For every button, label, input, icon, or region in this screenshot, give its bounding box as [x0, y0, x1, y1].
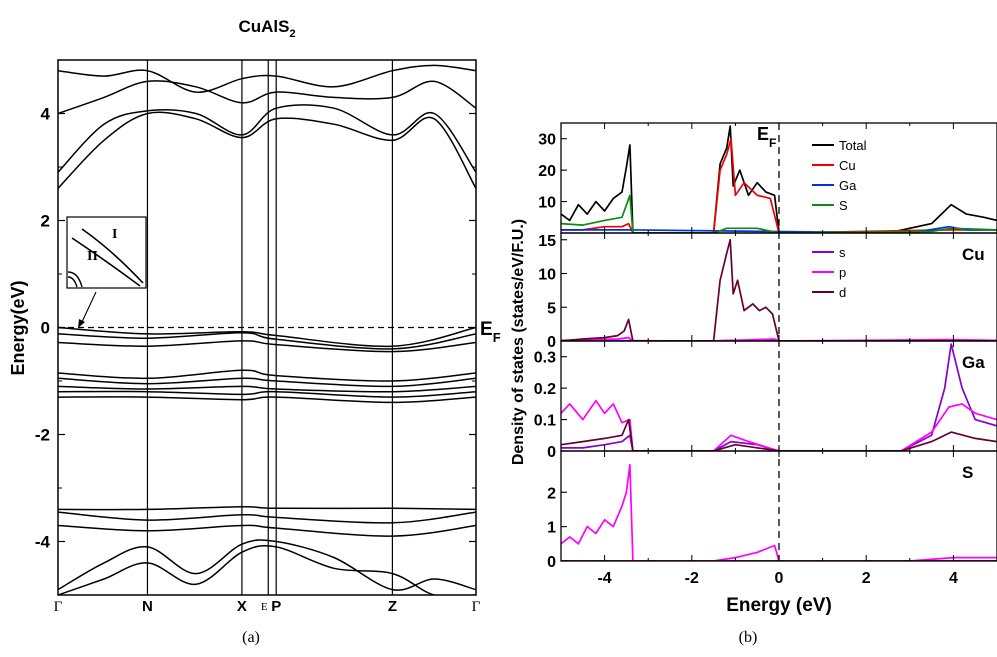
y-tick-label: 15 [538, 233, 556, 250]
y-tick-label: 10 [538, 267, 556, 284]
band-line [58, 539, 476, 591]
y-tick-label: 4 [41, 105, 51, 124]
dos-curve-cu [561, 137, 997, 233]
inset-frame [66, 216, 147, 289]
panel-label: (b) [739, 629, 758, 646]
kpoint-label: N [142, 598, 153, 615]
fermi-label: EF [480, 319, 501, 345]
band-line [58, 369, 476, 382]
x-tick-label: 2 [862, 570, 871, 587]
band-line [58, 111, 476, 189]
series-group [561, 463, 997, 561]
legend-label: d [839, 285, 846, 300]
series-group [561, 238, 997, 341]
subplot-tag: Cu [962, 245, 985, 264]
chart-title: CuAlS2 [238, 17, 295, 40]
legend-label: Total [839, 138, 867, 153]
band-line [58, 511, 476, 524]
y-tick-label: 0 [41, 319, 50, 338]
dos-subplot: 0 5 10 15 Cu spd [538, 232, 997, 351]
band-line [58, 332, 476, 350]
dos-curve-total [561, 125, 997, 233]
legend-label: s [839, 245, 846, 260]
y-tick-label: 0 [547, 554, 556, 571]
band-line [58, 544, 476, 595]
y-tick-label: 20 [538, 163, 556, 180]
dos-curve-d [561, 238, 997, 341]
x-tick-label: -4 [597, 570, 611, 587]
inset-band-II [71, 237, 141, 287]
inset-arrow-head [78, 319, 85, 328]
kpoint-label: E [261, 601, 268, 613]
kpoint-label: P [271, 598, 281, 615]
subplot-tag: Ga [962, 353, 985, 372]
band-line [58, 340, 476, 353]
series-group [561, 343, 997, 451]
subplot-tag: S [962, 463, 973, 482]
y-axis-label: Energy(eV) [8, 280, 28, 375]
band-line [58, 80, 476, 115]
inset-arrow [80, 291, 97, 325]
fermi-label: EF [757, 124, 776, 150]
legend-label: Ga [839, 178, 857, 193]
legend-label: p [839, 265, 846, 280]
bands-group [58, 64, 476, 595]
dos-subplot: 0 1 2 S [547, 450, 997, 571]
dos-curve-s [561, 194, 997, 233]
y-tick-label: 0 [547, 444, 556, 461]
dos-curve-d [561, 418, 997, 451]
y-tick-label: 2 [547, 485, 556, 502]
y-axis-label: Density of states (states/eV/F.U.) [510, 219, 527, 465]
band-line [58, 390, 476, 398]
series-group [561, 125, 997, 233]
inset-band-I [81, 228, 144, 284]
inset-band [67, 276, 78, 288]
band-line [58, 524, 476, 537]
x-tick-label: -2 [685, 570, 699, 587]
dos-subplot: 10 20 30 Total Cu Ga S [538, 122, 997, 234]
inset-label-I: I [112, 227, 117, 242]
y-tick-label: 0 [547, 334, 556, 351]
x-tick-label: 4 [949, 570, 958, 587]
legend-label: Cu [839, 158, 856, 173]
kpoint-label: Γ [54, 599, 63, 615]
band-line [58, 505, 476, 511]
inset-label-II: II [87, 249, 98, 264]
dos-subplot: 0 0.1 0.2 0.3 Ga [534, 340, 997, 461]
band-line [58, 377, 476, 388]
band-line [58, 396, 476, 404]
x-tick-label: 0 [775, 570, 784, 587]
y-tick-label: -2 [35, 426, 50, 445]
y-tick-label: 30 [538, 132, 556, 149]
panel-label: (a) [242, 629, 260, 646]
band-line [58, 104, 476, 173]
band-line [58, 385, 476, 393]
dos-curve-p [561, 399, 997, 451]
kpoint-label: Γ [472, 599, 481, 615]
dos-curve-ga [561, 225, 997, 233]
y-tick-label: 0.1 [534, 413, 556, 430]
inset-band [67, 271, 83, 288]
dos-curve-s [561, 343, 997, 451]
inset: III [66, 216, 147, 328]
y-tick-label: 0.2 [534, 381, 556, 398]
kpoint-label: Z [388, 598, 397, 615]
y-tick-label: 0.3 [534, 350, 556, 367]
x-axis-label: Energy (eV) [726, 595, 832, 616]
band-line [58, 326, 476, 348]
y-tick-label: 5 [547, 300, 556, 317]
kpoint-label: X [237, 598, 247, 615]
legend-label: S [839, 198, 848, 213]
y-tick-label: -4 [35, 533, 51, 552]
band-line [58, 64, 476, 93]
y-tick-label: 2 [41, 212, 50, 231]
y-tick-label: 1 [547, 520, 556, 537]
y-tick-label: 10 [538, 195, 556, 212]
dos-curve-p [561, 463, 997, 561]
